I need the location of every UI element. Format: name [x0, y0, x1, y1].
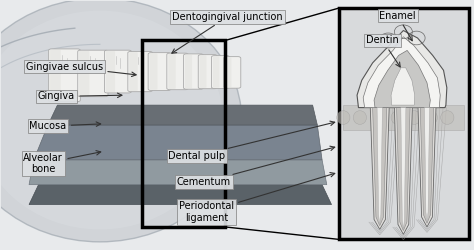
FancyBboxPatch shape [150, 54, 157, 90]
FancyBboxPatch shape [104, 50, 131, 93]
Polygon shape [397, 108, 410, 231]
Text: Alveolar
bone: Alveolar bone [23, 150, 101, 174]
FancyBboxPatch shape [198, 55, 217, 89]
FancyBboxPatch shape [213, 56, 219, 88]
Text: Mucosa: Mucosa [29, 121, 100, 131]
Ellipse shape [441, 111, 454, 124]
FancyBboxPatch shape [185, 55, 192, 88]
Polygon shape [48, 105, 318, 125]
Polygon shape [34, 125, 322, 160]
Text: Periodontal
ligament: Periodontal ligament [179, 172, 335, 223]
Text: Dentin: Dentin [366, 36, 400, 67]
Text: Enamel: Enamel [379, 10, 416, 41]
FancyBboxPatch shape [50, 50, 61, 101]
Polygon shape [29, 185, 331, 204]
FancyBboxPatch shape [200, 56, 207, 88]
Ellipse shape [408, 111, 421, 124]
Polygon shape [373, 108, 387, 226]
Ellipse shape [0, 0, 242, 242]
Bar [343, 105, 464, 130]
Text: Dental pulp: Dental pulp [168, 121, 335, 161]
Polygon shape [374, 50, 430, 108]
FancyBboxPatch shape [129, 52, 138, 91]
Text: Gingiva: Gingiva [38, 92, 122, 102]
FancyBboxPatch shape [128, 52, 153, 92]
Text: Cementum: Cementum [177, 146, 335, 187]
FancyBboxPatch shape [168, 54, 176, 89]
FancyBboxPatch shape [49, 49, 80, 102]
FancyBboxPatch shape [167, 53, 188, 90]
Ellipse shape [353, 111, 366, 124]
Ellipse shape [337, 111, 350, 124]
FancyBboxPatch shape [148, 53, 171, 90]
Polygon shape [29, 160, 327, 185]
Polygon shape [418, 108, 436, 227]
Ellipse shape [0, 11, 223, 230]
Polygon shape [370, 108, 389, 230]
FancyBboxPatch shape [106, 51, 115, 92]
FancyBboxPatch shape [224, 57, 241, 88]
Text: Gingivae sulcus: Gingivae sulcus [26, 62, 136, 76]
Ellipse shape [424, 111, 438, 124]
Polygon shape [420, 108, 434, 223]
FancyBboxPatch shape [225, 58, 231, 88]
Polygon shape [391, 68, 415, 105]
Polygon shape [363, 37, 440, 108]
FancyBboxPatch shape [211, 56, 229, 88]
Bar [338, 8, 469, 239]
Bar [143, 40, 225, 227]
Polygon shape [357, 30, 447, 108]
Polygon shape [377, 108, 383, 224]
Polygon shape [401, 108, 406, 230]
Ellipse shape [372, 111, 385, 124]
Polygon shape [394, 108, 412, 234]
FancyBboxPatch shape [183, 54, 203, 89]
Text: Dentogingival junction: Dentogingival junction [172, 12, 283, 53]
Polygon shape [425, 108, 429, 222]
Ellipse shape [391, 111, 404, 124]
FancyBboxPatch shape [79, 51, 90, 96]
FancyBboxPatch shape [78, 50, 108, 97]
